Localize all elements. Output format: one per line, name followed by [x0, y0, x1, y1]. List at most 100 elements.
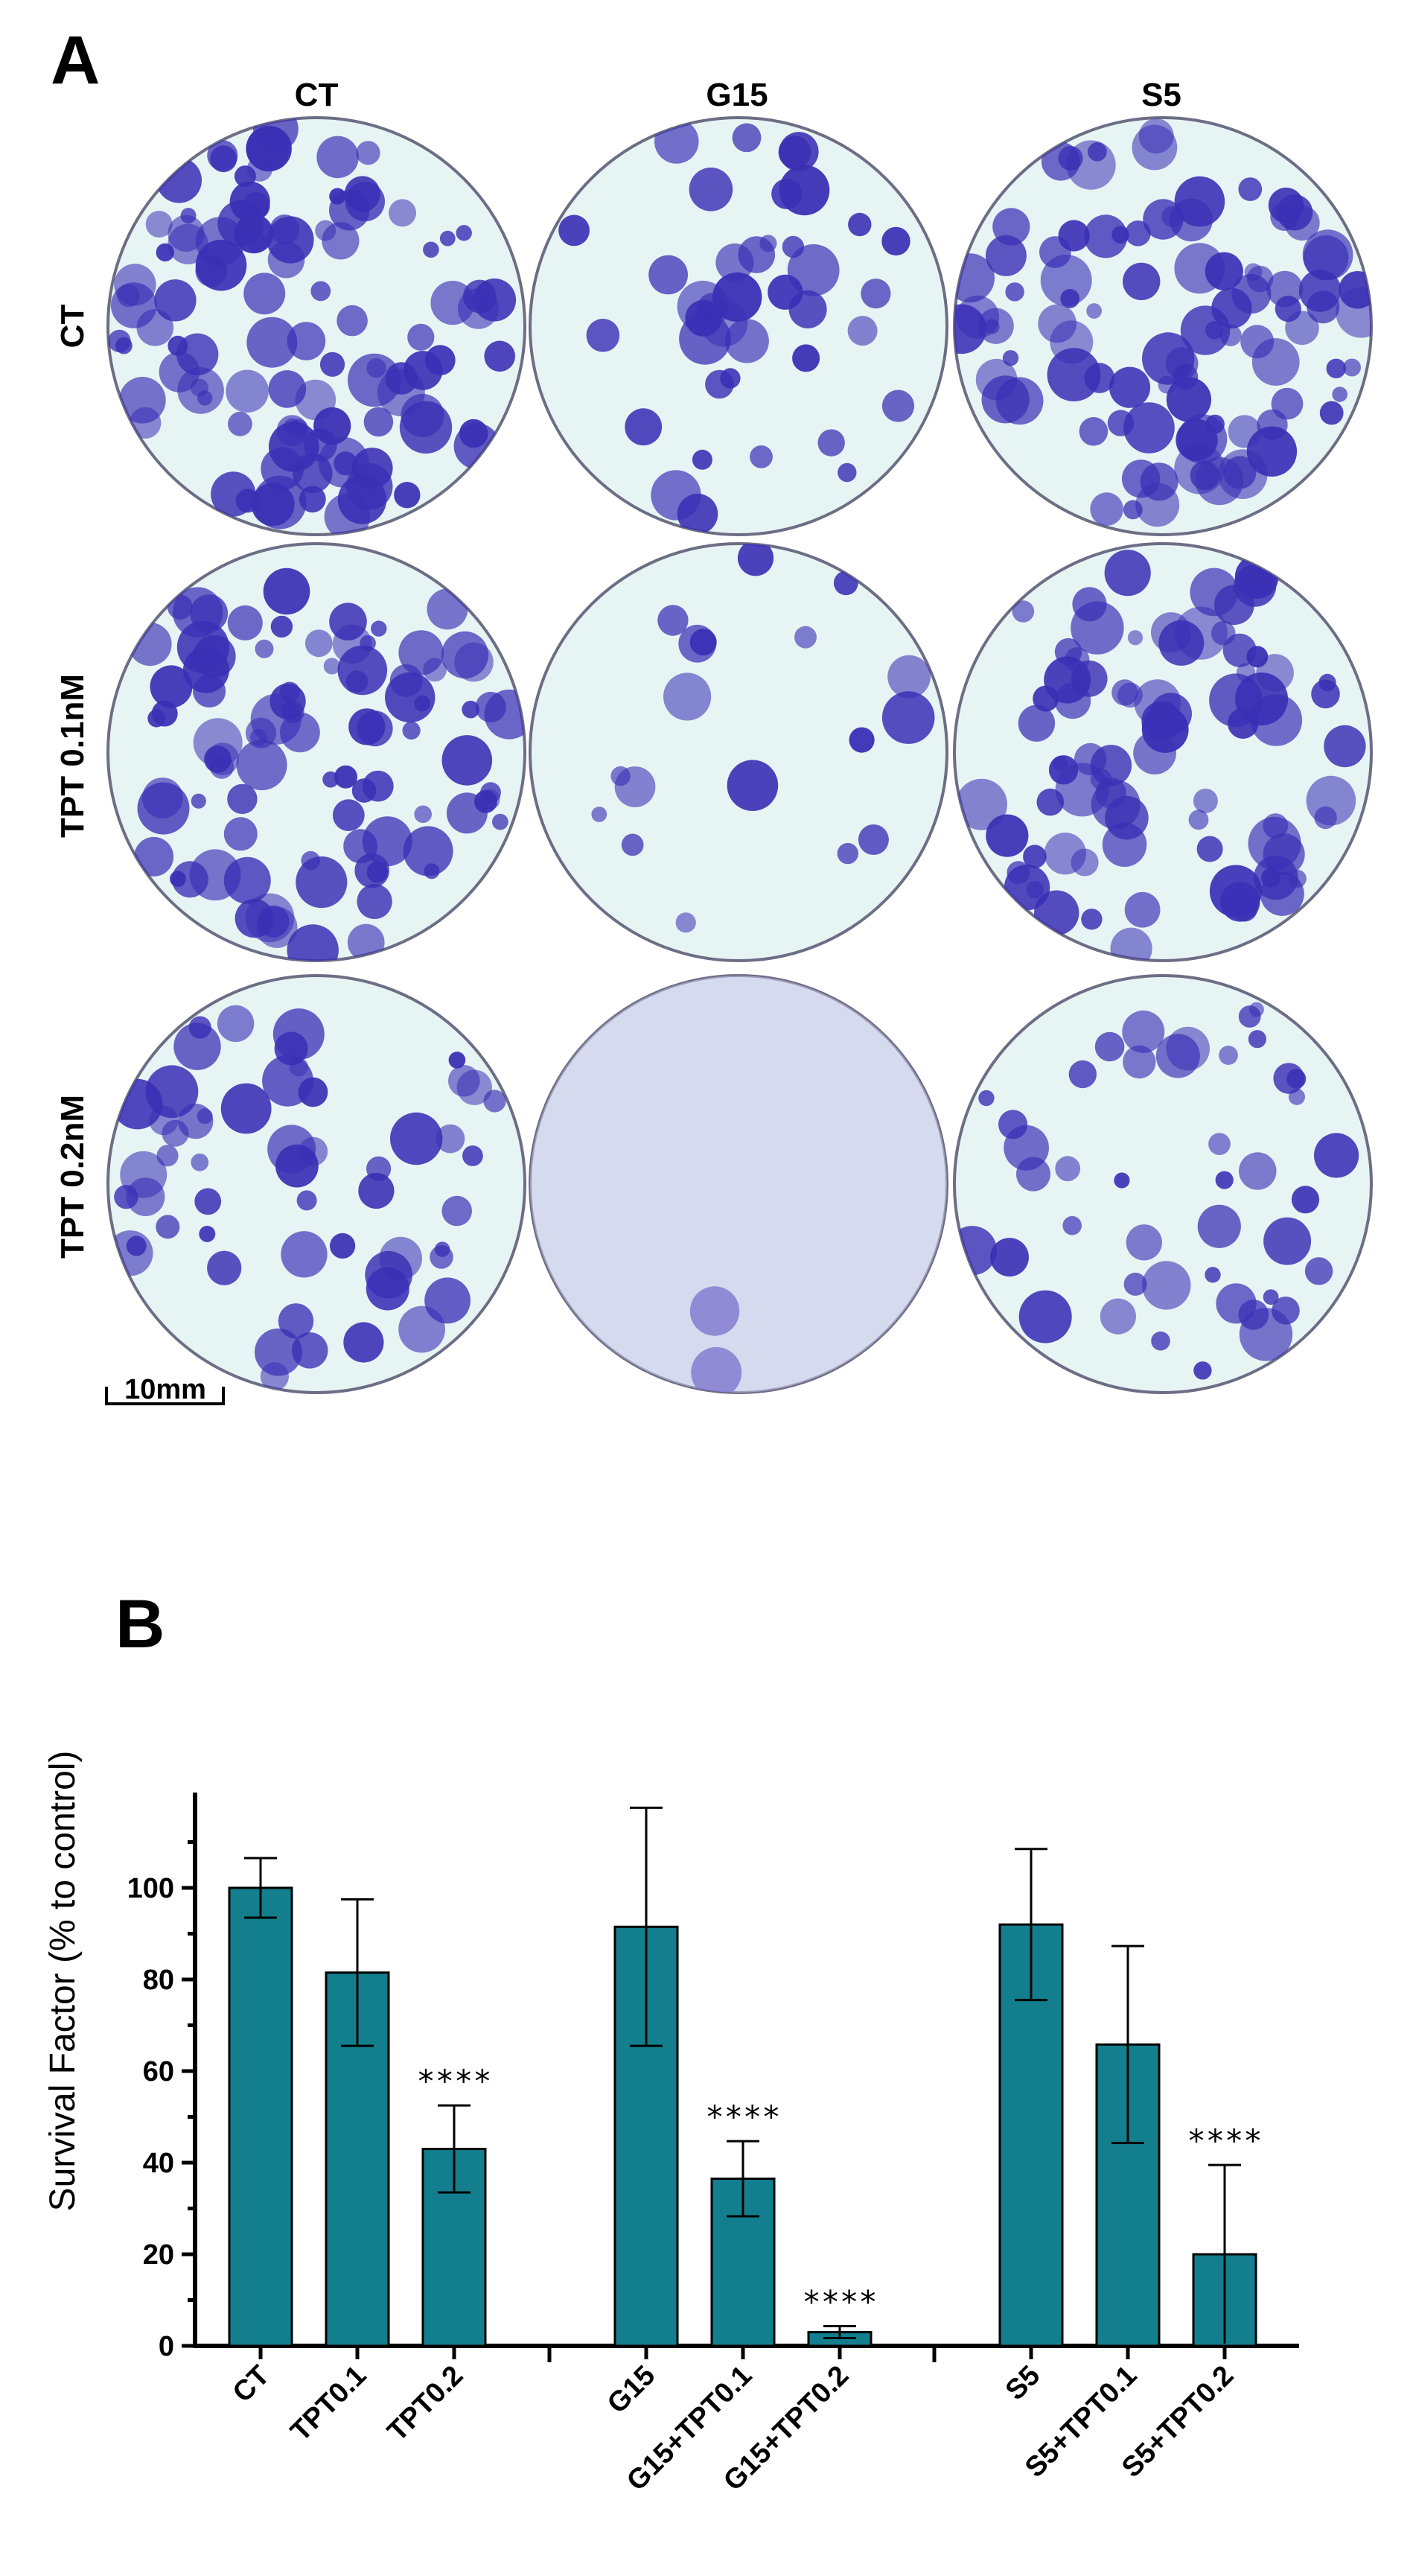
significance-label: **** — [705, 2099, 780, 2135]
colony — [390, 1112, 443, 1165]
colony — [227, 783, 258, 815]
colony — [191, 793, 206, 809]
colony — [424, 863, 440, 880]
colony — [1209, 865, 1263, 917]
colony — [1018, 705, 1056, 742]
colony — [441, 735, 493, 786]
colony — [176, 333, 219, 375]
colony — [337, 645, 388, 696]
colony — [310, 281, 331, 302]
y-tick-label: 20 — [143, 2239, 174, 2271]
colony — [1268, 187, 1304, 223]
colony — [861, 279, 891, 309]
colony — [394, 482, 421, 509]
colony — [1257, 409, 1288, 440]
colony — [1238, 177, 1263, 201]
colony — [1079, 417, 1109, 446]
colony — [173, 1023, 221, 1070]
colony — [1068, 1060, 1097, 1089]
colony — [448, 1065, 480, 1097]
colony — [319, 352, 345, 377]
colony — [1048, 755, 1079, 785]
colony — [194, 1188, 222, 1215]
colony — [475, 691, 506, 723]
colony — [117, 284, 140, 308]
colony — [298, 1077, 328, 1107]
colony — [591, 807, 607, 822]
colony — [1126, 1224, 1163, 1261]
colony — [1205, 414, 1225, 434]
colony — [787, 244, 840, 296]
colony — [130, 407, 162, 439]
colony — [689, 168, 733, 212]
colony — [1117, 682, 1143, 708]
colony — [357, 883, 392, 920]
colony — [881, 691, 935, 744]
colony — [299, 486, 326, 513]
colony — [720, 368, 741, 389]
colony — [235, 898, 274, 938]
colony — [126, 1235, 147, 1256]
colony — [1251, 338, 1300, 386]
colony — [794, 626, 817, 649]
colony — [792, 344, 820, 372]
colony — [115, 337, 133, 354]
colony — [1193, 1361, 1212, 1380]
panel-a-letter: A — [51, 22, 100, 98]
y-tick-label: 100 — [127, 1873, 174, 1904]
colony — [436, 1124, 465, 1154]
colonies — [954, 118, 1371, 527]
colony — [849, 727, 875, 753]
colony — [462, 1145, 483, 1166]
colony — [694, 302, 721, 329]
colony — [858, 824, 889, 855]
colony — [456, 225, 472, 241]
colony — [1261, 868, 1280, 888]
colony — [956, 778, 1007, 830]
colony — [182, 646, 229, 693]
colony — [1173, 363, 1199, 390]
colony — [137, 782, 190, 835]
colony — [145, 211, 173, 238]
colony — [280, 712, 320, 753]
colony — [261, 447, 304, 491]
colony — [434, 1241, 450, 1257]
colony — [1188, 810, 1209, 830]
panel-b-letter: B — [115, 1586, 165, 1662]
row-header-ct: CT — [54, 305, 91, 349]
colony — [558, 214, 590, 247]
colony — [296, 856, 348, 909]
column-header-g15: G15 — [706, 77, 768, 113]
colony — [170, 871, 186, 887]
colony — [1307, 290, 1340, 324]
colony — [147, 709, 166, 728]
colony — [838, 462, 857, 483]
colony — [881, 226, 910, 256]
colony — [228, 411, 252, 436]
colonies — [591, 544, 935, 933]
colony — [268, 370, 307, 408]
colony — [1239, 1152, 1277, 1190]
colony — [817, 429, 845, 457]
colony — [998, 1110, 1028, 1139]
plate-tpt-0-2nm-s5 — [953, 974, 1373, 1394]
colony — [663, 672, 712, 721]
plate-dish — [529, 542, 948, 962]
colony — [1196, 836, 1223, 862]
colony — [848, 212, 872, 237]
colony — [446, 792, 488, 834]
colony — [1195, 457, 1244, 506]
colony — [270, 615, 293, 638]
colony — [1125, 220, 1151, 247]
colony — [1304, 1257, 1333, 1285]
colony — [1123, 1272, 1147, 1296]
colony — [1332, 387, 1347, 402]
colony — [207, 140, 238, 171]
colony — [975, 358, 1018, 401]
column-header-ct: CT — [295, 77, 339, 113]
y-tick-label: 40 — [143, 2148, 174, 2179]
colony — [354, 853, 389, 888]
colony — [329, 189, 370, 231]
colony — [1012, 600, 1035, 623]
